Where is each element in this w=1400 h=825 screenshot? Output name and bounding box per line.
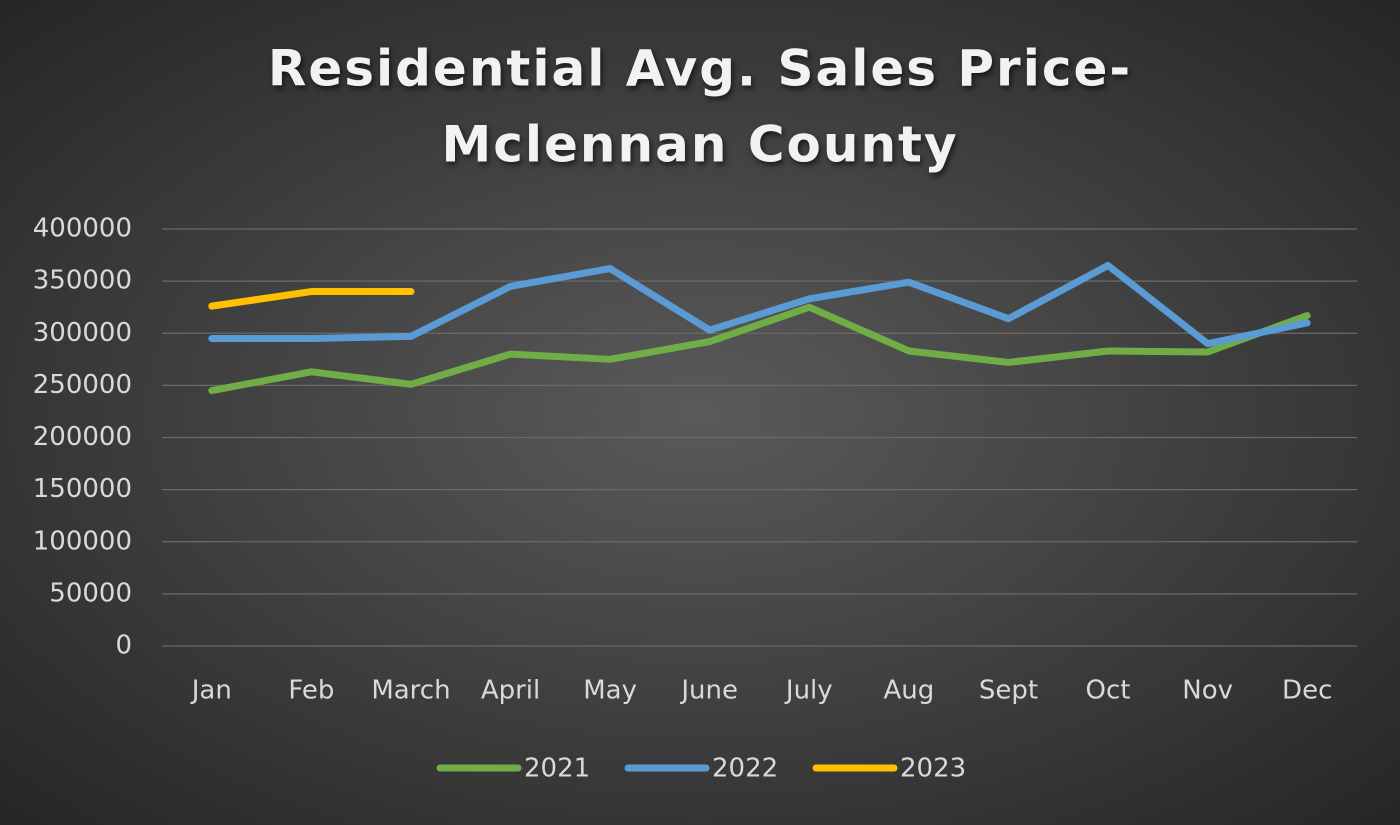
x-tick-label: July: [784, 676, 833, 706]
line-series: [208, 288, 415, 310]
y-tick-label: 150000: [33, 474, 132, 504]
x-tick-label: Dec: [1282, 676, 1332, 706]
legend-label: 2023: [900, 754, 966, 784]
y-tick-label: 250000: [33, 370, 132, 400]
line-series: [208, 303, 1311, 395]
line-series: [208, 261, 1311, 348]
y-tick-label: 0: [115, 631, 132, 661]
x-tick-label: May: [583, 676, 637, 706]
chart-title: Residential Avg. Sales Price-: [268, 40, 1132, 98]
x-tick-label: April: [481, 676, 540, 706]
x-tick-label: Oct: [1086, 676, 1131, 706]
y-tick-label: 300000: [33, 318, 132, 348]
legend-label: 2021: [524, 754, 590, 784]
x-tick-label: Sept: [979, 676, 1038, 706]
x-tick-label: Nov: [1182, 676, 1233, 706]
y-tick-label: 50000: [49, 578, 132, 608]
y-tick-label: 200000: [33, 422, 132, 452]
chart-title: Mclennan County: [441, 116, 958, 174]
x-tick-label: Aug: [883, 676, 934, 706]
x-tick-label: March: [371, 676, 450, 706]
y-tick-label: 400000: [33, 214, 132, 244]
legend-label: 2022: [712, 754, 778, 784]
y-tick-label: 100000: [33, 526, 132, 556]
x-tick-label: Jan: [190, 676, 232, 706]
x-tick-label: June: [679, 676, 738, 706]
x-tick-label: Feb: [288, 676, 334, 706]
y-tick-label: 350000: [33, 266, 132, 296]
